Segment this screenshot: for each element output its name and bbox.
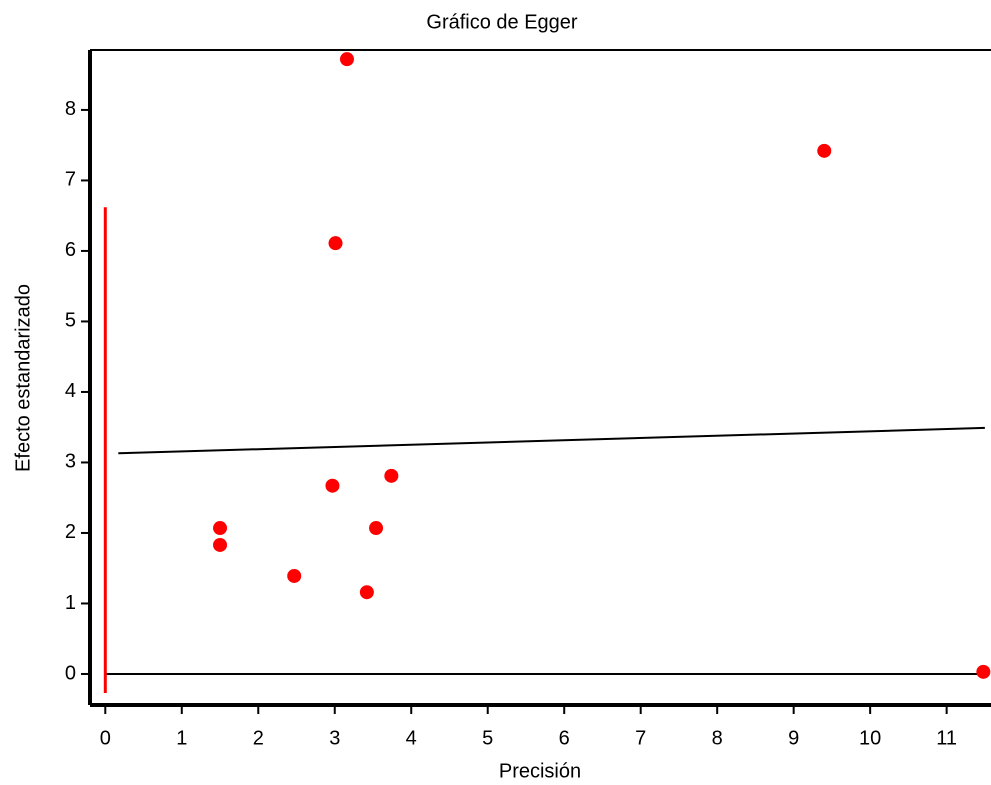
y-tick-label: 7 <box>65 169 76 191</box>
y-tick-label: 8 <box>65 98 76 120</box>
x-tick-label: 3 <box>329 727 340 749</box>
point <box>976 664 991 679</box>
x-tick-label: 11 <box>936 727 957 749</box>
regression-line <box>118 426 985 455</box>
x-tick-label: 6 <box>559 727 570 749</box>
point <box>384 468 399 483</box>
y-tick-label: 0 <box>65 662 76 684</box>
point <box>213 537 228 552</box>
x-tick-label: 4 <box>406 727 417 749</box>
x-tick-label: 5 <box>482 727 493 749</box>
x-tick-label: 0 <box>100 727 111 749</box>
x-tick-label: 2 <box>253 727 264 749</box>
y-tick-label: 4 <box>65 380 76 402</box>
y-tick-label: 6 <box>65 239 76 261</box>
point <box>325 478 340 493</box>
x-tick-label: 8 <box>712 727 723 749</box>
point <box>213 521 228 536</box>
point <box>287 568 302 583</box>
y-tick-label: 2 <box>65 521 76 543</box>
x-tick-label: 9 <box>788 727 799 749</box>
chart-title: Gráfico de Egger <box>426 11 578 33</box>
x-tick-label: 10 <box>859 727 881 749</box>
y-axis-label: Efecto estandarizado <box>12 284 34 472</box>
point <box>339 52 354 67</box>
point <box>369 521 384 536</box>
y-tick-label: 3 <box>65 451 76 473</box>
point <box>817 143 832 158</box>
x-tick-label: 1 <box>176 727 187 749</box>
x-tick-label: 7 <box>635 727 646 749</box>
point <box>328 236 343 251</box>
y-tick-label: 5 <box>65 310 76 332</box>
y-tick-label: 1 <box>65 592 76 614</box>
point <box>359 585 374 600</box>
x-axis-label: Precisión <box>499 760 581 782</box>
